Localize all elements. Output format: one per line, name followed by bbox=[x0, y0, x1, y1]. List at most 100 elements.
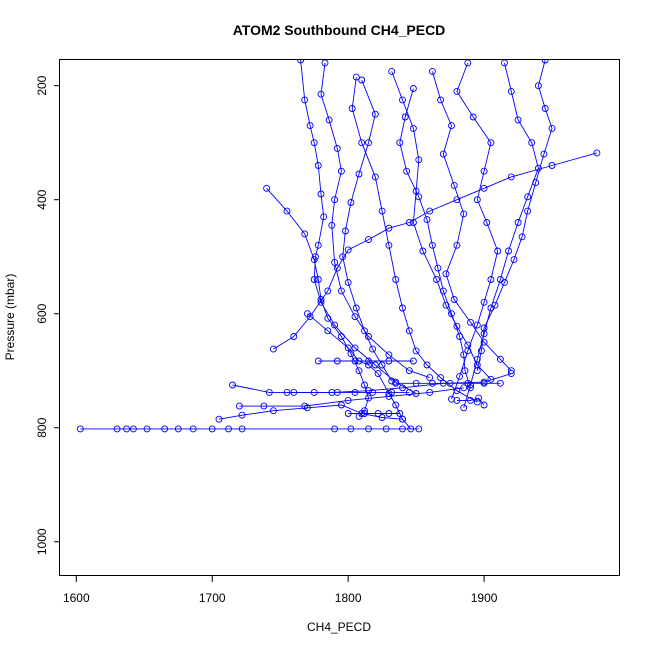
data-point bbox=[263, 184, 271, 192]
data-point bbox=[477, 347, 485, 355]
data-point bbox=[548, 162, 556, 169]
data-point bbox=[369, 388, 377, 396]
y-axis: 200 400 600 800 1000 bbox=[35, 75, 60, 555]
x-tick-label: 1700 bbox=[199, 591, 226, 605]
data-point bbox=[365, 394, 372, 402]
data-point bbox=[331, 425, 339, 433]
series-14-line bbox=[307, 313, 412, 430]
data-point bbox=[514, 116, 522, 124]
data-point bbox=[358, 76, 366, 84]
data-point bbox=[208, 425, 216, 433]
data-point bbox=[460, 351, 468, 359]
data-point bbox=[473, 196, 481, 204]
data-point bbox=[382, 425, 390, 433]
data-point bbox=[337, 287, 345, 295]
data-point bbox=[426, 374, 434, 382]
y-tick-label: 400 bbox=[35, 189, 49, 209]
data-point bbox=[461, 367, 469, 375]
data-point bbox=[396, 410, 404, 417]
data-point bbox=[392, 276, 400, 283]
data-point bbox=[351, 357, 359, 365]
data-point bbox=[507, 367, 515, 375]
data-point bbox=[290, 333, 298, 340]
data-point bbox=[317, 90, 325, 98]
data-point bbox=[467, 396, 474, 404]
data-point bbox=[238, 425, 246, 433]
data-point bbox=[487, 139, 495, 147]
data-point bbox=[475, 394, 483, 402]
data-point bbox=[371, 110, 379, 118]
y-axis-label: Pressure (mbar) bbox=[3, 274, 17, 361]
data-point bbox=[496, 355, 504, 363]
data-point bbox=[306, 122, 314, 130]
data-point bbox=[409, 85, 417, 92]
data-point bbox=[415, 193, 423, 201]
data-point bbox=[473, 355, 481, 363]
data-point bbox=[331, 196, 339, 204]
data-point bbox=[351, 388, 359, 396]
data-point bbox=[310, 388, 318, 396]
data-point bbox=[442, 301, 450, 309]
data-point bbox=[348, 105, 356, 112]
data-point bbox=[446, 379, 454, 387]
data-layer bbox=[76, 60, 601, 433]
data-point bbox=[352, 304, 360, 312]
data-point bbox=[331, 258, 339, 266]
data-point bbox=[423, 361, 431, 369]
data-point bbox=[365, 387, 372, 395]
y-tick-label: 1000 bbox=[35, 528, 49, 555]
data-point bbox=[347, 199, 355, 206]
data-point bbox=[433, 276, 440, 283]
data-point bbox=[392, 401, 400, 409]
data-point bbox=[412, 390, 420, 397]
data-point bbox=[352, 73, 360, 81]
data-point bbox=[428, 67, 436, 75]
data-point bbox=[501, 60, 508, 67]
data-point bbox=[388, 67, 396, 75]
data-point bbox=[480, 324, 488, 332]
data-point bbox=[507, 173, 515, 181]
data-point bbox=[269, 345, 277, 353]
data-point bbox=[344, 344, 352, 352]
data-point bbox=[439, 287, 447, 295]
data-point bbox=[505, 247, 512, 255]
data-point bbox=[396, 139, 404, 147]
data-point bbox=[453, 396, 461, 404]
data-point bbox=[423, 216, 431, 224]
data-point bbox=[473, 321, 481, 329]
data-point bbox=[314, 276, 322, 283]
data-point bbox=[483, 219, 491, 226]
data-point bbox=[321, 60, 329, 67]
chart-title: ATOM2 Southbound CH4_PECD bbox=[233, 22, 446, 38]
x-tick-label: 1800 bbox=[335, 591, 362, 605]
data-point bbox=[480, 401, 488, 409]
data-point bbox=[453, 87, 461, 95]
data-point bbox=[448, 122, 455, 130]
x-tick-label: 1900 bbox=[471, 591, 498, 605]
data-point bbox=[347, 425, 355, 433]
data-point bbox=[419, 247, 427, 255]
data-point bbox=[453, 241, 461, 249]
data-point bbox=[412, 187, 420, 195]
data-point bbox=[439, 150, 447, 158]
data-point bbox=[351, 313, 359, 321]
data-point bbox=[392, 379, 400, 387]
data-point bbox=[378, 414, 386, 421]
series-7-line bbox=[320, 62, 430, 379]
data-point bbox=[337, 333, 345, 340]
series-3-line bbox=[239, 387, 464, 407]
data-point bbox=[428, 241, 436, 249]
data-point bbox=[524, 207, 532, 215]
data-point bbox=[473, 398, 481, 406]
data-point bbox=[464, 347, 472, 355]
data-point bbox=[405, 367, 413, 375]
data-point bbox=[399, 415, 406, 423]
data-point bbox=[76, 425, 84, 433]
data-point bbox=[351, 344, 359, 352]
data-point bbox=[355, 170, 363, 178]
data-point bbox=[448, 310, 455, 318]
data-point bbox=[501, 278, 508, 286]
data-point bbox=[235, 402, 243, 410]
data-point bbox=[473, 367, 481, 375]
data-point bbox=[415, 156, 423, 164]
